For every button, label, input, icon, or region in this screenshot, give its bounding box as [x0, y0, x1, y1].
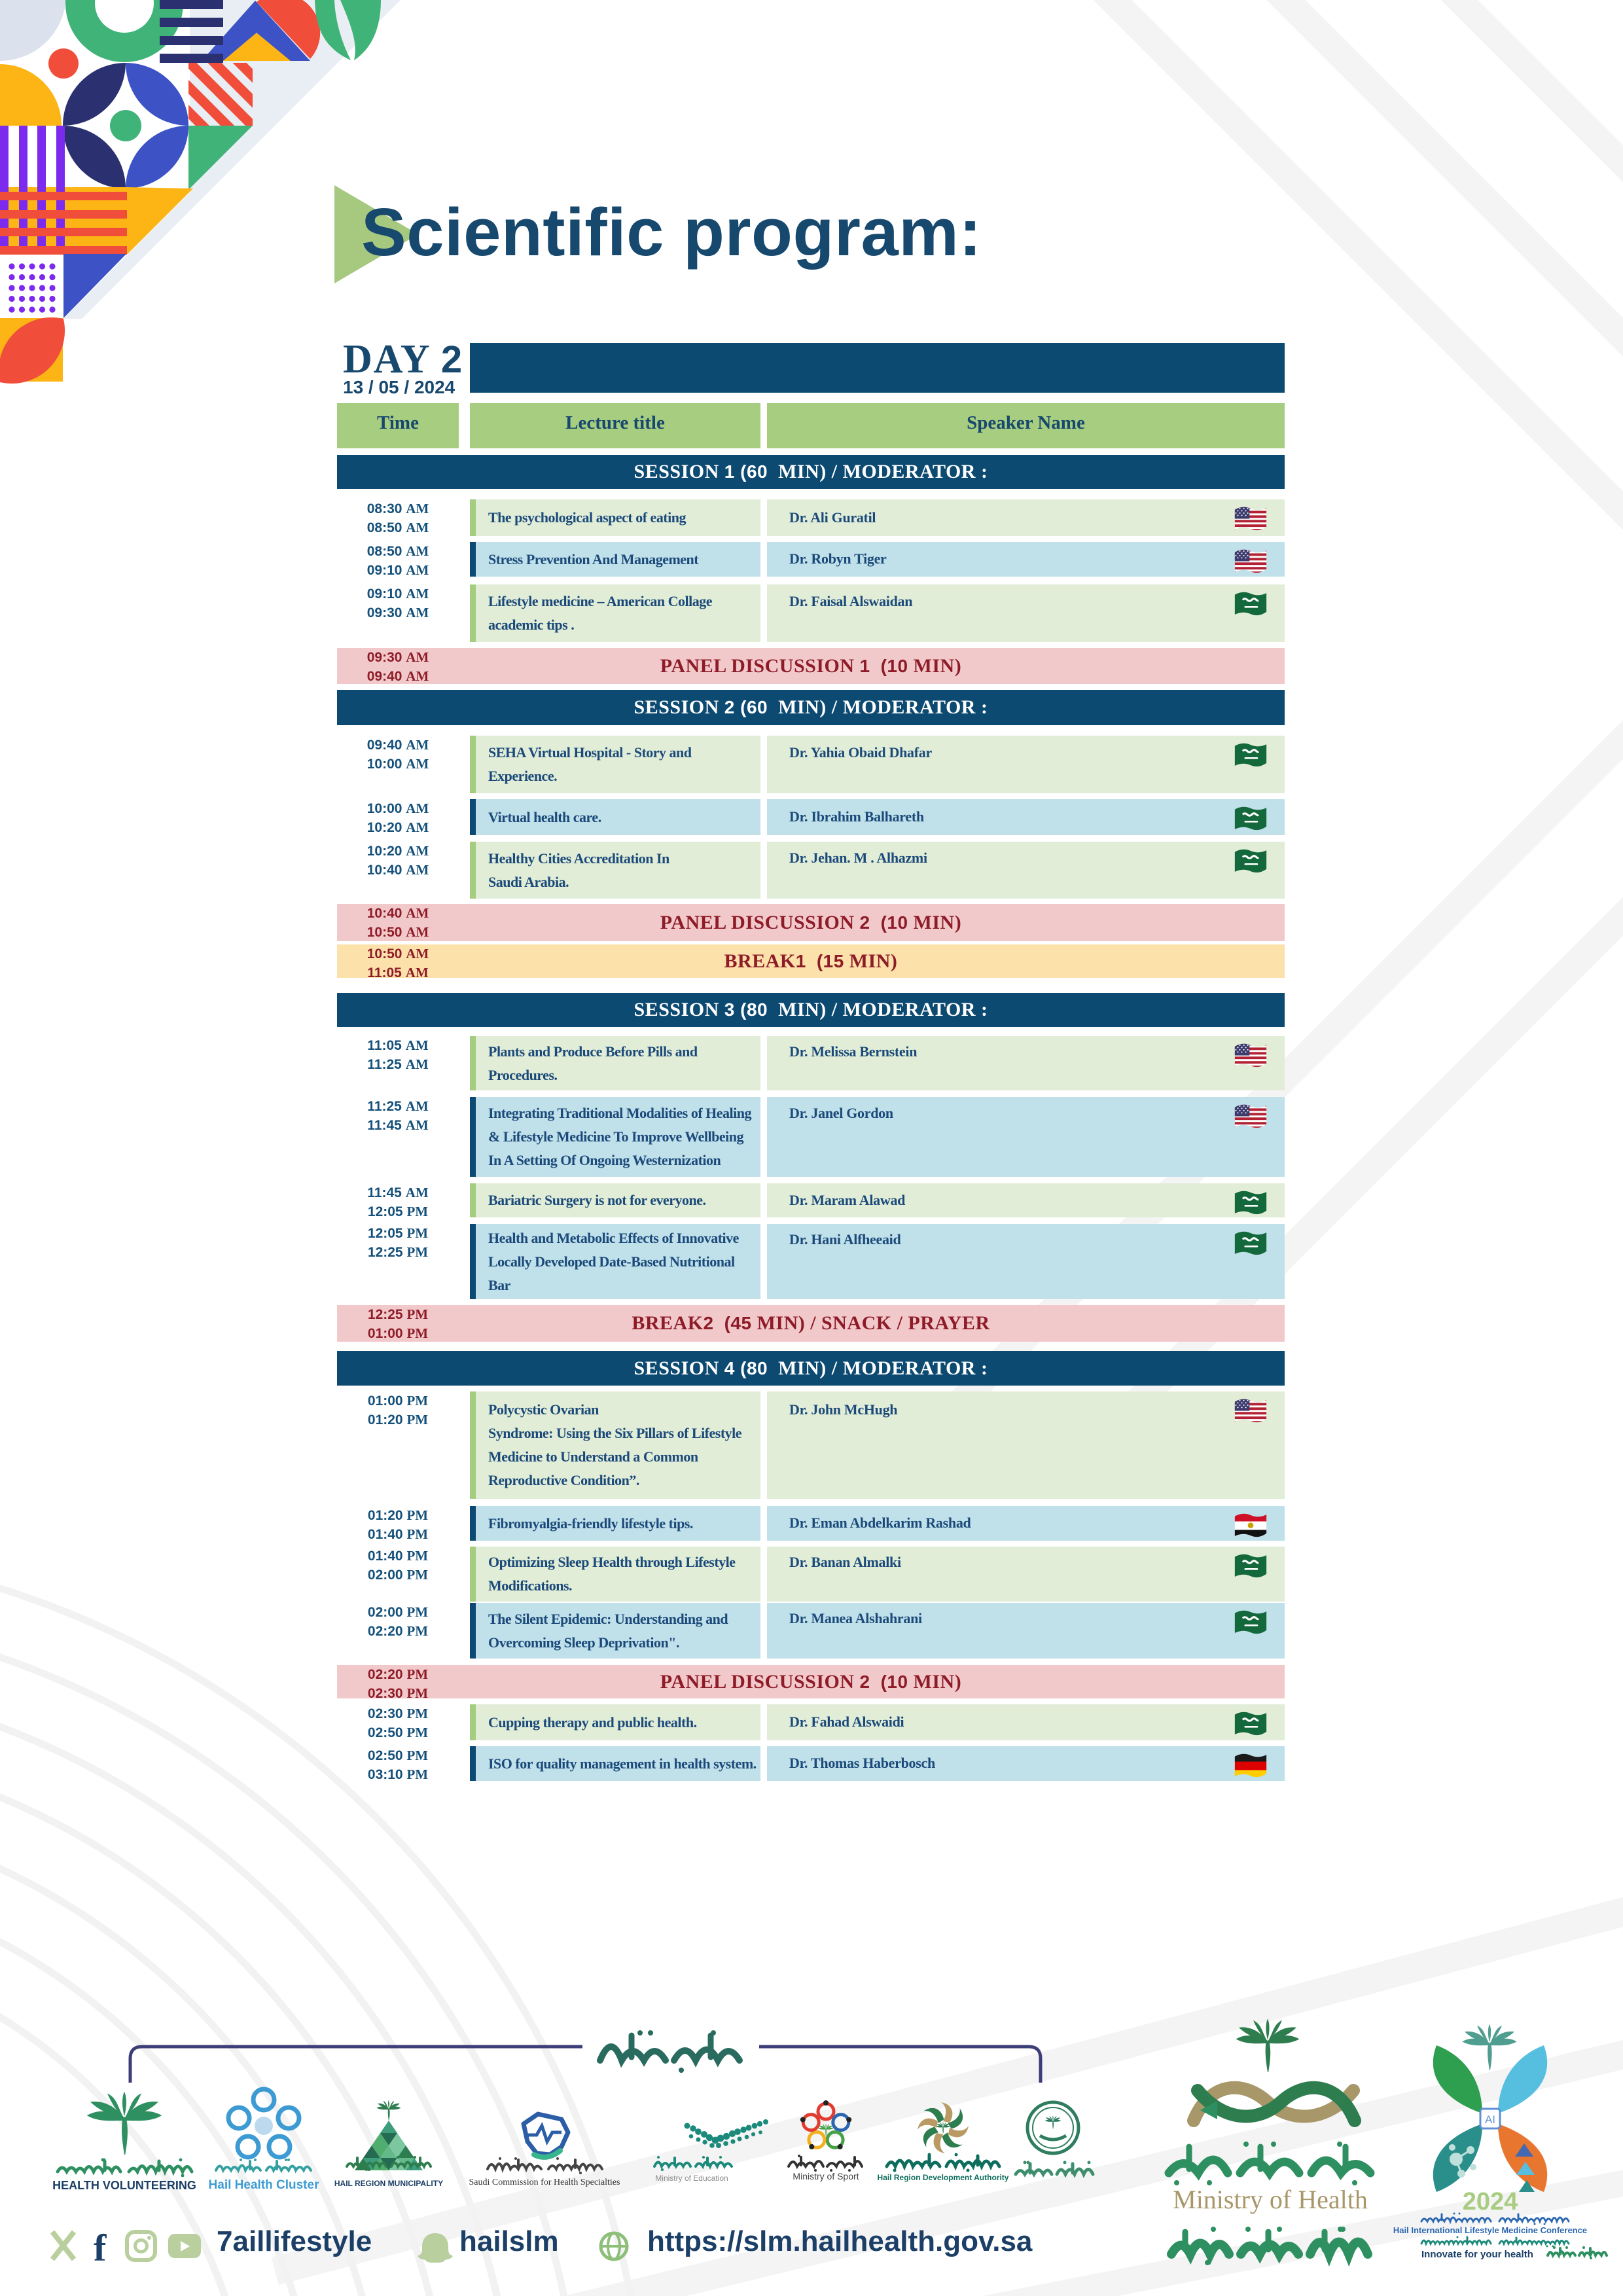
svg-text:f: f — [94, 2227, 107, 2269]
svg-text:Hail International Lifestyle: Hail International Lifestyle Medicine Co… — [1393, 2225, 1587, 2235]
svg-text:HEALTH VOLUNTEERING: HEALTH VOLUNTEERING — [52, 2179, 196, 2192]
svg-text:Hail Health Cluster: Hail Health Cluster — [209, 2178, 320, 2192]
svg-text:Saudi Commission for Health Sp: Saudi Commission for Health Specialties — [469, 2178, 620, 2187]
svg-text:Ministry of Education: Ministry of Education — [655, 2174, 728, 2183]
svg-text:AI: AI — [1485, 2113, 1495, 2126]
svg-text:Ministry of Sport: Ministry of Sport — [793, 2171, 859, 2181]
svg-text:HAIL REGION MUNICIPALITY: HAIL REGION MUNICIPALITY — [334, 2179, 443, 2188]
svg-text:2024: 2024 — [1463, 2188, 1518, 2215]
svg-text:Innovate for your health: Innovate for your health — [1421, 2249, 1533, 2260]
svg-text:Ministry of Health: Ministry of Health — [1173, 2185, 1368, 2214]
svg-text:Hail Region Development Author: Hail Region Development Authority — [878, 2173, 1009, 2182]
